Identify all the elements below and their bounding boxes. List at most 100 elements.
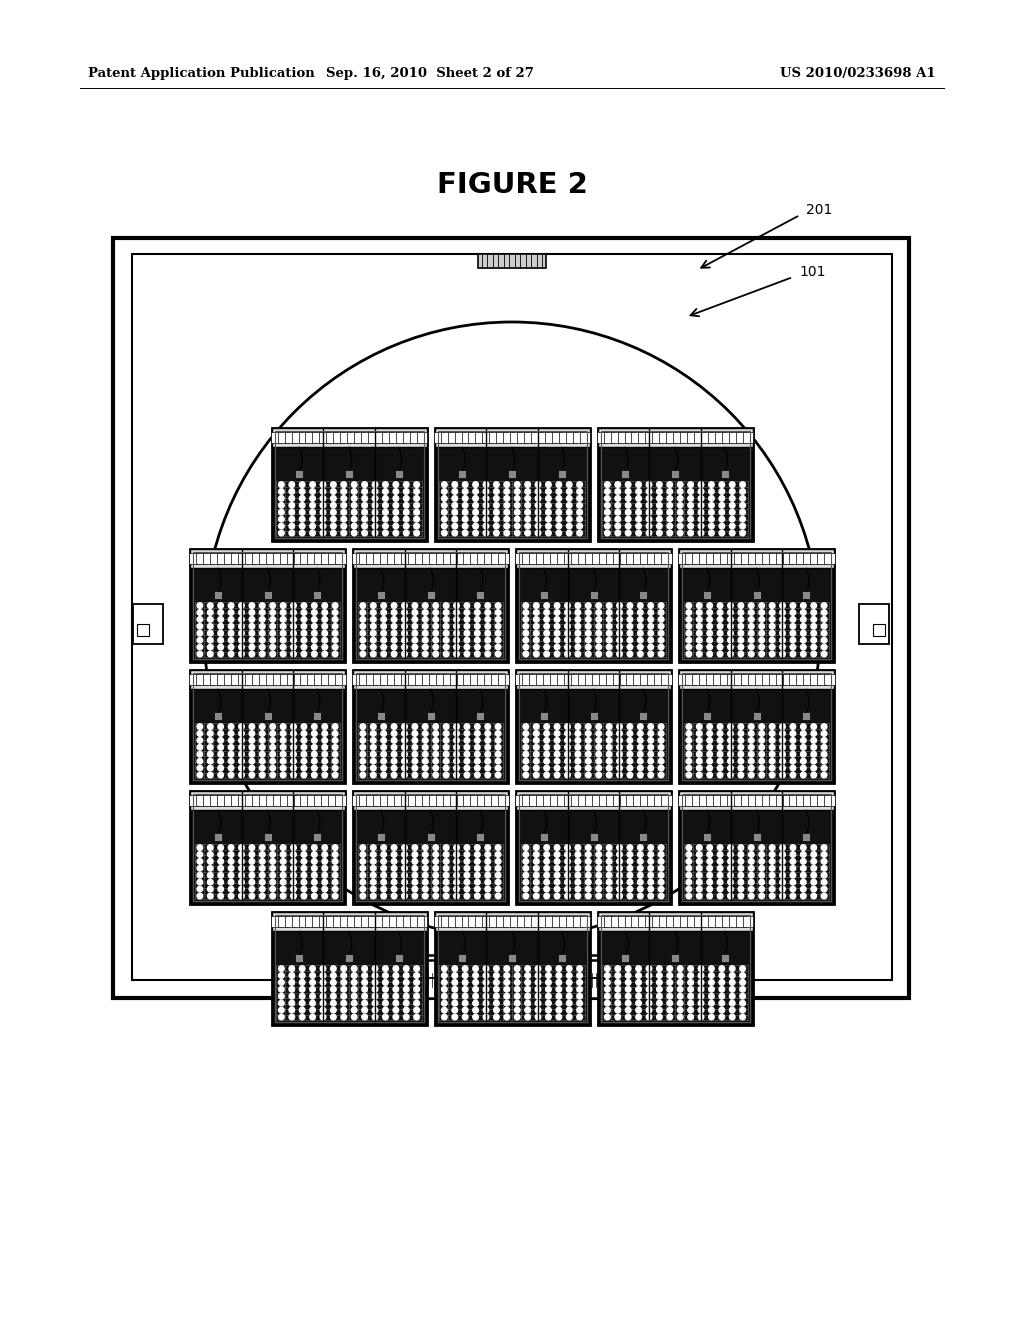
Circle shape <box>749 759 754 764</box>
Circle shape <box>821 851 827 857</box>
Circle shape <box>648 766 653 771</box>
Bar <box>694 916 705 927</box>
Circle shape <box>738 766 743 771</box>
Bar <box>662 795 672 805</box>
Bar <box>540 833 548 841</box>
Circle shape <box>311 623 317 630</box>
Circle shape <box>485 879 490 884</box>
Circle shape <box>423 772 428 777</box>
Circle shape <box>197 886 203 892</box>
Bar <box>367 553 377 564</box>
Bar <box>352 795 362 805</box>
Bar <box>824 553 835 564</box>
Circle shape <box>544 616 550 622</box>
Circle shape <box>483 1007 488 1012</box>
Circle shape <box>686 766 691 771</box>
Circle shape <box>218 744 223 750</box>
Circle shape <box>769 766 775 771</box>
Circle shape <box>729 973 735 978</box>
Circle shape <box>698 482 703 487</box>
Circle shape <box>239 603 245 609</box>
Circle shape <box>208 759 213 764</box>
Bar <box>394 553 404 564</box>
Circle shape <box>208 766 213 771</box>
Circle shape <box>658 603 664 609</box>
Circle shape <box>779 731 785 737</box>
Bar <box>299 432 309 442</box>
Circle shape <box>801 845 806 850</box>
Circle shape <box>667 986 673 993</box>
Circle shape <box>646 973 651 978</box>
Circle shape <box>821 766 827 771</box>
Circle shape <box>586 723 591 730</box>
Circle shape <box>270 603 275 609</box>
Circle shape <box>534 879 539 884</box>
Circle shape <box>443 751 449 758</box>
Circle shape <box>717 858 723 865</box>
Circle shape <box>738 845 743 850</box>
Circle shape <box>322 644 328 649</box>
Bar <box>193 673 342 780</box>
Circle shape <box>707 610 713 615</box>
Bar <box>708 916 719 927</box>
Bar <box>353 549 508 663</box>
Circle shape <box>544 738 550 743</box>
Circle shape <box>811 772 816 777</box>
Circle shape <box>259 845 265 850</box>
Circle shape <box>554 873 560 878</box>
Bar <box>550 553 560 564</box>
Circle shape <box>759 631 765 636</box>
Circle shape <box>291 651 296 657</box>
Circle shape <box>604 523 610 529</box>
Bar <box>434 428 590 447</box>
Bar <box>322 675 332 685</box>
Circle shape <box>443 616 449 622</box>
Circle shape <box>249 894 255 899</box>
Circle shape <box>228 651 233 657</box>
Circle shape <box>678 510 683 515</box>
Bar <box>536 553 547 564</box>
Circle shape <box>331 503 336 508</box>
Circle shape <box>454 886 460 892</box>
Circle shape <box>769 638 775 643</box>
Bar <box>231 553 242 564</box>
Bar <box>519 552 668 659</box>
Circle shape <box>627 623 633 630</box>
Circle shape <box>707 894 713 899</box>
Circle shape <box>485 766 490 771</box>
Circle shape <box>270 851 275 857</box>
Circle shape <box>740 994 745 999</box>
Circle shape <box>270 845 275 850</box>
Circle shape <box>311 886 317 892</box>
Circle shape <box>709 482 714 487</box>
Circle shape <box>433 744 438 750</box>
Circle shape <box>281 638 286 643</box>
Circle shape <box>351 1007 357 1012</box>
Circle shape <box>333 651 338 657</box>
Circle shape <box>627 751 633 758</box>
Circle shape <box>279 482 284 487</box>
Bar <box>720 675 730 685</box>
Circle shape <box>525 1007 530 1012</box>
Bar <box>389 916 399 927</box>
Circle shape <box>801 894 806 899</box>
Circle shape <box>504 973 510 978</box>
Circle shape <box>821 603 827 609</box>
Circle shape <box>441 986 447 993</box>
Circle shape <box>301 886 307 892</box>
Circle shape <box>403 979 409 985</box>
Circle shape <box>464 845 470 850</box>
Circle shape <box>414 1014 420 1020</box>
Bar <box>380 795 390 805</box>
Bar <box>214 591 222 599</box>
Circle shape <box>452 510 458 515</box>
Circle shape <box>441 531 447 536</box>
Bar <box>692 553 702 564</box>
Circle shape <box>360 610 366 615</box>
Circle shape <box>801 638 806 643</box>
Circle shape <box>208 644 213 649</box>
Circle shape <box>218 894 223 899</box>
Circle shape <box>616 845 623 850</box>
Circle shape <box>638 744 643 750</box>
Circle shape <box>301 845 307 850</box>
